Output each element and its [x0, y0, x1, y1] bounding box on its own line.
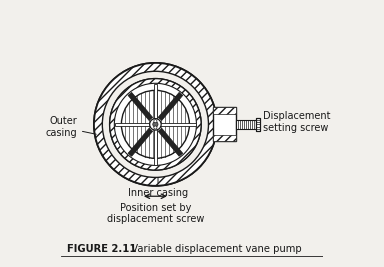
Polygon shape: [128, 128, 153, 156]
Bar: [256, 118, 260, 131]
Circle shape: [153, 122, 158, 127]
Bar: [213, 107, 236, 141]
Bar: [115, 123, 196, 126]
Circle shape: [102, 71, 209, 178]
Text: Outer
casing: Outer casing: [45, 116, 96, 138]
Circle shape: [94, 63, 217, 186]
Bar: [256, 118, 260, 131]
Bar: [256, 118, 260, 131]
Circle shape: [154, 120, 157, 123]
Circle shape: [110, 78, 201, 170]
Polygon shape: [128, 92, 153, 120]
Polygon shape: [158, 128, 183, 156]
Circle shape: [150, 119, 161, 130]
Bar: [213, 107, 236, 114]
Circle shape: [94, 63, 217, 186]
Circle shape: [114, 83, 197, 165]
Text: Position set by
displacement screw: Position set by displacement screw: [107, 203, 204, 224]
Text: Variable displacement vane pump: Variable displacement vane pump: [125, 244, 302, 254]
Circle shape: [110, 78, 201, 170]
Text: Inner casing: Inner casing: [128, 171, 188, 198]
Text: Displacement
setting screw: Displacement setting screw: [263, 111, 330, 132]
Polygon shape: [158, 92, 183, 120]
Circle shape: [154, 126, 157, 129]
Bar: [213, 135, 236, 141]
Bar: [236, 120, 256, 129]
Bar: [154, 84, 157, 165]
Text: FIGURE 2.11: FIGURE 2.11: [66, 244, 136, 254]
Circle shape: [121, 90, 189, 158]
